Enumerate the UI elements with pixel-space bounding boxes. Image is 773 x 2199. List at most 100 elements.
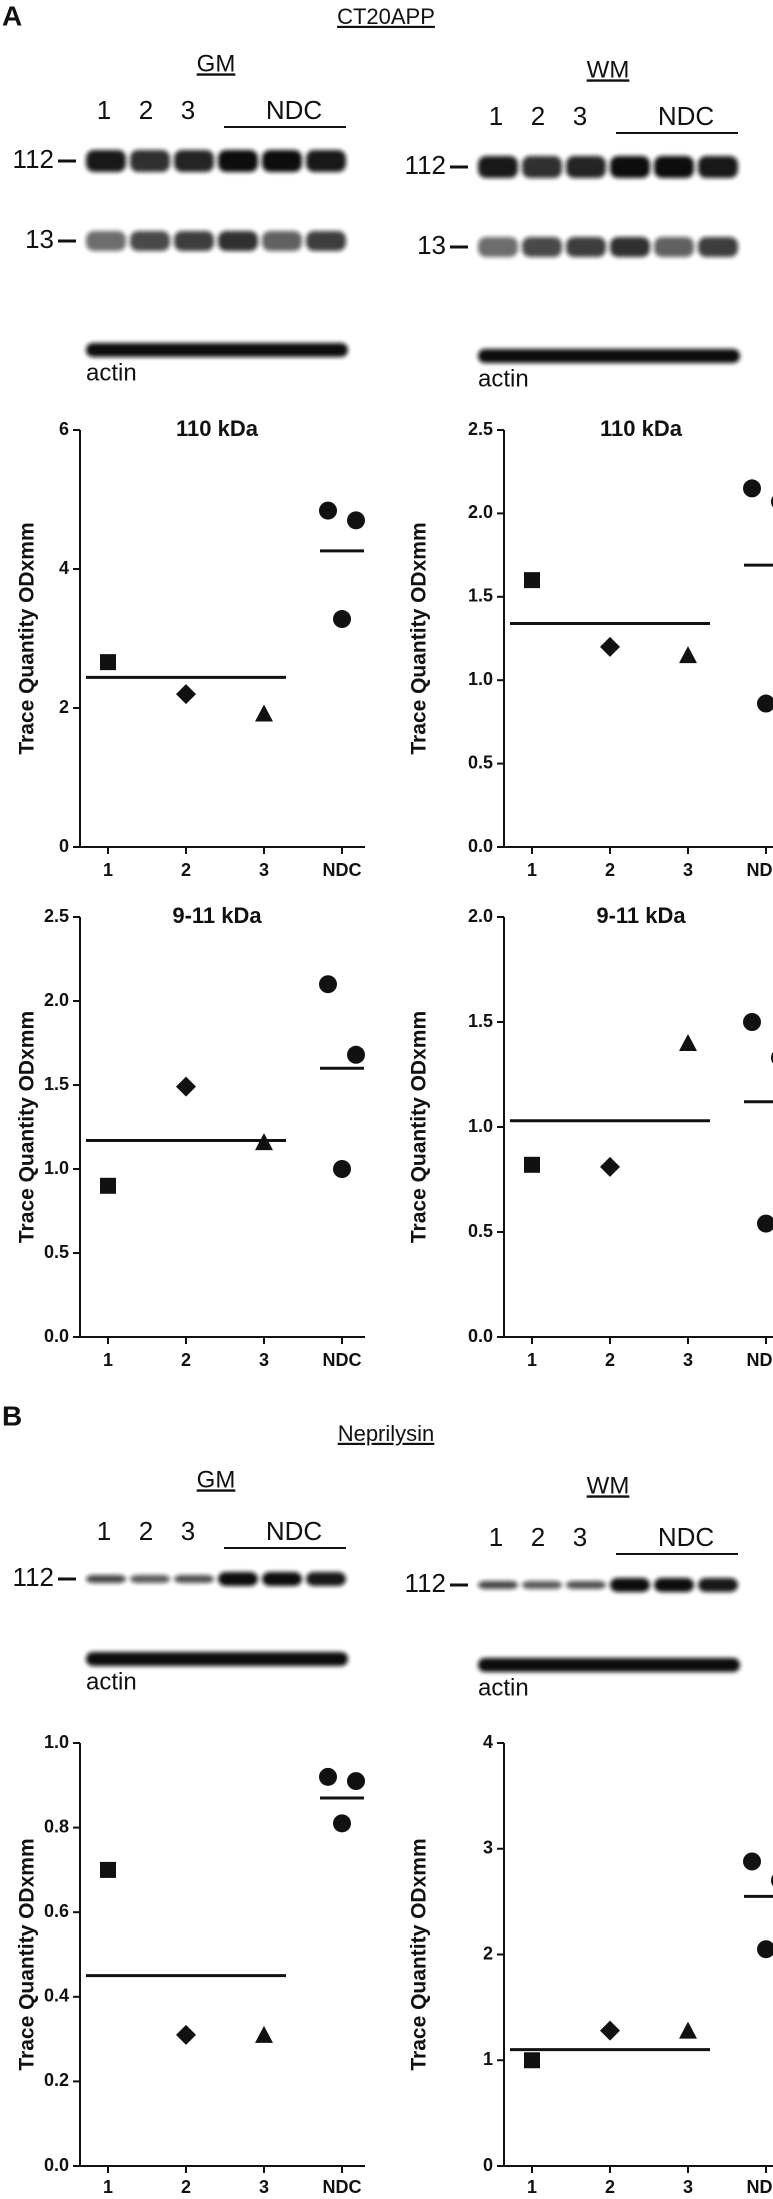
y-axis-label: Trace Quantity ODxmm bbox=[16, 1838, 39, 2070]
point bbox=[319, 975, 337, 994]
y-tick-label: 0.4 bbox=[44, 1986, 69, 2006]
group-label: NDC bbox=[658, 101, 714, 131]
loading-label: actin bbox=[478, 1674, 529, 1701]
lane-label: 2 bbox=[139, 95, 153, 125]
x-tick-label: 1 bbox=[527, 2177, 537, 2197]
y-tick-label: 0.0 bbox=[468, 836, 493, 856]
lane-label: 1 bbox=[97, 1516, 111, 1546]
point bbox=[524, 2052, 540, 2069]
blot-title: GM bbox=[197, 50, 236, 77]
band bbox=[478, 156, 518, 178]
point bbox=[743, 1013, 761, 1031]
x-tick-label: NDC bbox=[323, 860, 362, 880]
lane-label: 3 bbox=[573, 101, 587, 131]
x-tick-label: NDC bbox=[747, 2177, 773, 2197]
y-axis-label: Trace Quantity ODxmm bbox=[408, 1011, 431, 1243]
band bbox=[522, 237, 562, 257]
group-label: NDC bbox=[266, 95, 322, 125]
y-tick-label: 3 bbox=[483, 1838, 493, 1858]
x-tick-label: 1 bbox=[527, 1350, 537, 1370]
panel-title: CT20APP bbox=[337, 4, 435, 29]
lane-label: 1 bbox=[489, 1522, 503, 1552]
point bbox=[347, 1045, 365, 1064]
marker-label: 112 bbox=[405, 1568, 446, 1598]
band bbox=[130, 231, 170, 251]
y-axis-label: Trace Quantity ODxmm bbox=[408, 522, 431, 754]
point bbox=[347, 1772, 365, 1791]
y-tick-label: 0.5 bbox=[468, 1221, 493, 1241]
x-tick-label: 3 bbox=[683, 1350, 693, 1370]
y-axis-label: Trace Quantity ODxmm bbox=[16, 1011, 39, 1243]
marker-label: 13 bbox=[417, 230, 446, 260]
x-tick-label: NDC bbox=[747, 1350, 773, 1370]
band bbox=[698, 237, 738, 257]
x-tick-label: 3 bbox=[683, 860, 693, 880]
y-tick-label: 2 bbox=[483, 1943, 493, 1963]
band bbox=[610, 1578, 650, 1592]
x-tick-label: 1 bbox=[103, 1350, 113, 1370]
point bbox=[176, 1076, 196, 1097]
y-tick-label: 4 bbox=[483, 1732, 493, 1752]
point bbox=[600, 636, 620, 657]
point bbox=[333, 1160, 351, 1178]
x-tick-label: 2 bbox=[181, 860, 191, 880]
y-tick-label: 0.0 bbox=[468, 1326, 493, 1346]
loading-label: actin bbox=[478, 365, 529, 392]
y-tick-label: 2.5 bbox=[468, 419, 493, 439]
x-tick-label: 2 bbox=[181, 1350, 191, 1370]
band bbox=[86, 150, 126, 172]
y-tick-label: 0.2 bbox=[44, 2070, 69, 2090]
y-tick-label: 2.0 bbox=[468, 502, 493, 522]
y-tick-label: 0.5 bbox=[468, 752, 493, 772]
band bbox=[262, 150, 302, 172]
point bbox=[524, 1156, 540, 1173]
x-tick-label: 2 bbox=[605, 2177, 615, 2197]
point bbox=[176, 2024, 196, 2045]
point bbox=[524, 572, 540, 589]
band bbox=[218, 231, 258, 251]
band bbox=[86, 231, 126, 251]
panel-label: A bbox=[2, 0, 22, 31]
y-tick-label: 1.0 bbox=[44, 1158, 69, 1178]
loading-label: actin bbox=[86, 359, 137, 386]
band bbox=[566, 1581, 606, 1589]
y-tick-label: 0.0 bbox=[44, 1326, 69, 1346]
x-tick-label: 2 bbox=[181, 2177, 191, 2197]
band bbox=[262, 1572, 302, 1586]
marker-label: 112 bbox=[405, 150, 446, 180]
y-tick-label: 2.0 bbox=[44, 990, 69, 1010]
x-tick-label: 3 bbox=[259, 2177, 269, 2197]
y-tick-label: 0 bbox=[59, 836, 69, 856]
point bbox=[600, 1156, 620, 1177]
band bbox=[262, 231, 302, 251]
band bbox=[306, 231, 346, 251]
x-tick-label: NDC bbox=[323, 1350, 362, 1370]
band bbox=[130, 150, 170, 172]
x-tick-label: NDC bbox=[747, 860, 773, 880]
y-tick-label: 6 bbox=[59, 419, 69, 439]
point bbox=[100, 1177, 116, 1194]
panel-label: B bbox=[2, 1400, 22, 1431]
y-tick-label: 0 bbox=[483, 2155, 493, 2175]
y-tick-label: 0.0 bbox=[44, 2155, 69, 2175]
chart-title: 110 kDa bbox=[176, 416, 259, 441]
band bbox=[654, 156, 694, 178]
y-tick-label: 1 bbox=[483, 2049, 493, 2069]
point bbox=[600, 2020, 620, 2041]
x-tick-label: 3 bbox=[259, 860, 269, 880]
marker-label: 13 bbox=[25, 224, 54, 254]
y-tick-label: 0.6 bbox=[44, 1901, 69, 1921]
y-tick-label: 1.0 bbox=[468, 1116, 493, 1136]
y-tick-label: 2.5 bbox=[44, 906, 69, 926]
band bbox=[218, 1572, 258, 1586]
point bbox=[347, 511, 365, 530]
point bbox=[757, 1214, 773, 1233]
lane-label: 2 bbox=[531, 1522, 545, 1552]
y-tick-label: 1.0 bbox=[44, 1732, 69, 1752]
marker-label: 112 bbox=[13, 144, 54, 174]
point bbox=[743, 479, 761, 498]
lane-label: 2 bbox=[531, 101, 545, 131]
y-tick-label: 0.8 bbox=[44, 1816, 69, 1836]
y-tick-label: 1.5 bbox=[468, 1011, 493, 1031]
x-tick-label: 2 bbox=[605, 860, 615, 880]
